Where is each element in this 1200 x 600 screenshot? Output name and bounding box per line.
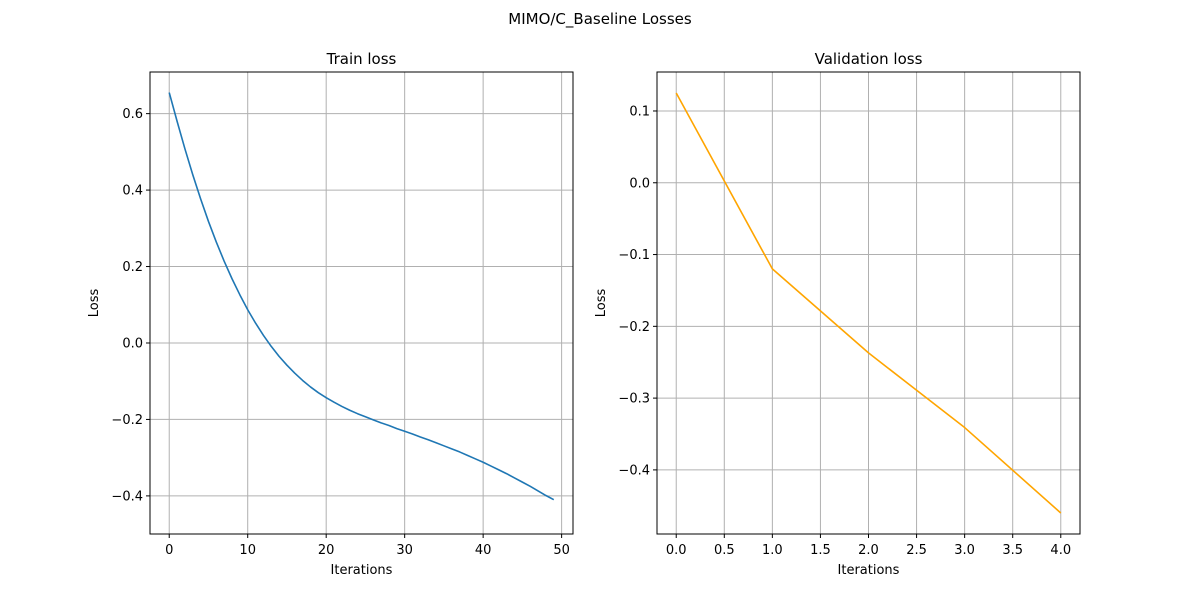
validation-ytick-label: −0.1 — [618, 248, 650, 263]
train-y-axis-label: Loss — [87, 289, 102, 318]
validation-xtick-label: 3.5 — [1002, 543, 1023, 558]
validation-ytick-label: 0.0 — [629, 176, 650, 191]
train-ytick-label: 0.2 — [122, 260, 143, 275]
validation-xtick-label: 0.5 — [714, 543, 735, 558]
train-ytick-label: −0.4 — [111, 489, 143, 504]
train-ytick-label: 0.4 — [122, 184, 143, 199]
train-loss-line — [168, 92, 555, 501]
validation-ytick-label: −0.4 — [618, 463, 650, 478]
train-x-axis-label: Iterations — [331, 563, 393, 578]
train-axes-frame — [149, 71, 574, 535]
validation-xtick-label: 3.0 — [954, 543, 975, 558]
validation-chart-title: Validation loss — [815, 50, 923, 68]
validation-loss-line — [675, 92, 1062, 514]
train-loss-panel: 0 10 20 30 40 50 −0.4 −0.2 0.0 0.2 0.4 0.6 Train los… — [87, 50, 574, 578]
train-ytick-label: 0.6 — [122, 107, 143, 122]
train-ytick-label: 0.0 — [122, 336, 143, 351]
validation-ytick-label: −0.2 — [618, 320, 650, 335]
validation-xtick-label: 1.0 — [762, 543, 783, 558]
train-xtick-label: 40 — [475, 543, 492, 558]
train-xtick-label: 50 — [553, 543, 570, 558]
validation-ytick-label: 0.1 — [629, 104, 650, 119]
validation-y-axis-label: Loss — [594, 289, 609, 318]
validation-xtick-label: 4.0 — [1050, 543, 1071, 558]
train-chart-title: Train loss — [326, 50, 397, 68]
validation-xtick-label: 1.5 — [810, 543, 831, 558]
validation-loss-panel: 0.0 0.5 1.0 1.5 2.0 2.5 3.0 3.5 4.0 −0.4 −0.3 −0.2 −… — [594, 50, 1081, 578]
validation-x-axis-label: Iterations — [838, 563, 900, 578]
train-xtick-label: 10 — [239, 543, 256, 558]
validation-xtick-label: 2.0 — [858, 543, 879, 558]
validation-ytick-label: −0.3 — [618, 392, 650, 407]
validation-xtick-label: 2.5 — [906, 543, 927, 558]
validation-xtick-label: 0.0 — [666, 543, 687, 558]
train-ytick-label: −0.2 — [111, 413, 143, 428]
train-xtick-label: 30 — [396, 543, 413, 558]
train-xtick-label: 0 — [165, 543, 173, 558]
figure-suptitle: MIMO/C_Baseline Losses — [508, 10, 692, 29]
train-xtick-label: 20 — [318, 543, 335, 558]
